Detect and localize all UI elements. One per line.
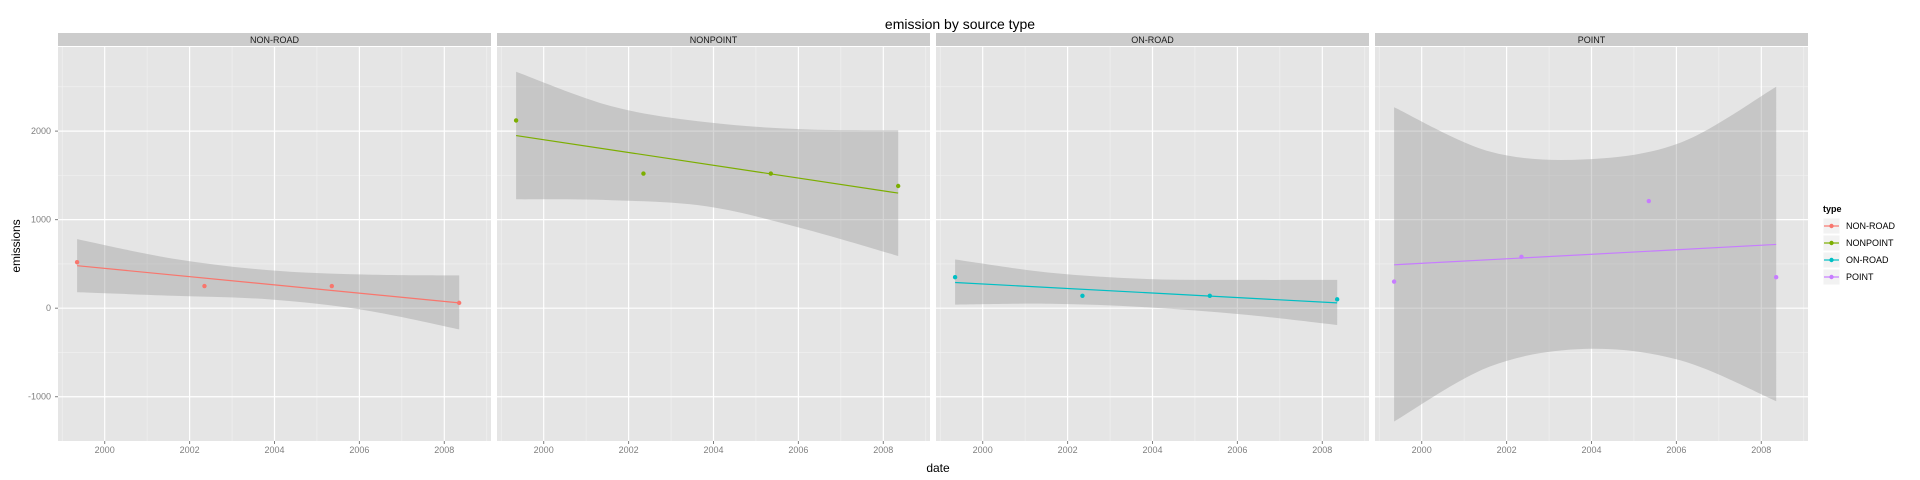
facet-strip — [497, 33, 930, 46]
x-axis-title: date — [926, 461, 950, 475]
legend-item-point: POINT — [1822, 268, 1874, 286]
y-tick-label: 0 — [46, 303, 51, 313]
legend-label: ON-ROAD — [1846, 255, 1889, 265]
facet-panel-on-road: ON-ROAD 2000 2002 2004 2006 2008 — [936, 33, 1369, 455]
x-tick-label: 2008 — [1312, 445, 1332, 455]
x-tick-label: 2004 — [1581, 445, 1601, 455]
data-point — [1391, 279, 1397, 284]
x-tick-label: 2002 — [619, 445, 639, 455]
data-point — [768, 171, 774, 176]
legend: type NON-ROAD NONPOINT ON-ROAD POINT — [1822, 204, 1895, 286]
x-tick-label: 2006 — [788, 445, 808, 455]
data-point — [895, 183, 901, 189]
legend-label: NONPOINT — [1846, 238, 1894, 248]
x-tick-label: 2008 — [1751, 445, 1771, 455]
x-tick-label: 2000 — [1412, 445, 1432, 455]
legend-key-point — [1829, 240, 1834, 246]
fit-line — [516, 134, 899, 194]
data-point — [513, 118, 519, 123]
x-tick-label: 2008 — [434, 445, 454, 455]
x-tick-label: 2000 — [973, 445, 993, 455]
x-tick-label: 2006 — [1666, 445, 1686, 455]
x-tick-label: 2000 — [534, 445, 554, 455]
legend-key-point — [1829, 274, 1834, 280]
data-point — [1207, 293, 1213, 298]
facet-strip — [936, 33, 1369, 46]
data-point — [329, 283, 335, 289]
x-tick-label: 2006 — [1227, 445, 1247, 455]
facet-strip — [1375, 33, 1808, 46]
chart-title: emission by source type — [885, 16, 1035, 32]
y-tick-label: 1000 — [31, 215, 51, 225]
x-tick-label: 2002 — [1058, 445, 1078, 455]
data-point — [1646, 198, 1652, 204]
facet-strip-label: NONPOINT — [690, 35, 738, 45]
legend-key-point — [1829, 223, 1834, 229]
x-tick-label: 2004 — [264, 445, 284, 455]
x-tick-label: 2004 — [1142, 445, 1162, 455]
facet-strip — [58, 33, 491, 46]
data-point — [456, 300, 462, 306]
data-point — [202, 283, 207, 289]
x-tick-label: 2002 — [180, 445, 200, 455]
facet-panel-point: POINT 2000 2002 2004 2006 2008 — [1375, 33, 1808, 455]
x-tick-label: 2006 — [349, 445, 369, 455]
data-point — [1334, 297, 1340, 302]
legend-title: type — [1823, 204, 1842, 214]
x-tick-label: 2008 — [873, 445, 893, 455]
data-point — [1519, 254, 1524, 260]
facet-strip-label: NON-ROAD — [250, 35, 299, 45]
data-point — [74, 259, 80, 265]
legend-label: POINT — [1846, 272, 1874, 282]
fit-line — [1394, 243, 1777, 266]
data-point — [952, 275, 958, 280]
legend-item-non-road: NON-ROAD — [1822, 217, 1895, 235]
y-axis-title: emissions — [9, 219, 23, 272]
facet-strip-label: POINT — [1578, 35, 1606, 45]
y-axis: -1000 0 1000 2000 — [28, 126, 58, 402]
data-point — [1773, 275, 1779, 280]
x-tick-label: 2002 — [1497, 445, 1517, 455]
y-tick-label: -1000 — [28, 392, 51, 402]
facet-panel-non-road: NON-ROAD 2000 2002 2004 2006 2008 — [58, 33, 491, 455]
facet-panel-nonpoint: NONPOINT 2000 2002 2004 2006 2008 — [497, 33, 930, 455]
facet-strip-label: ON-ROAD — [1131, 35, 1174, 45]
legend-item-on-road: ON-ROAD — [1822, 251, 1889, 269]
data-point — [1080, 293, 1085, 298]
legend-key-point — [1829, 257, 1834, 263]
legend-label: NON-ROAD — [1846, 221, 1895, 231]
x-tick-label: 2000 — [95, 445, 115, 455]
x-tick-label: 2004 — [703, 445, 723, 455]
facet-panels: NON-ROAD 2000 2002 2004 2006 2008 NONPOINT 2000… — [58, 33, 1808, 455]
y-tick-label: 2000 — [31, 126, 51, 136]
fit-line — [955, 281, 1338, 304]
legend-item-nonpoint: NONPOINT — [1822, 234, 1894, 252]
data-point — [641, 171, 646, 176]
fit-line — [77, 265, 460, 304]
